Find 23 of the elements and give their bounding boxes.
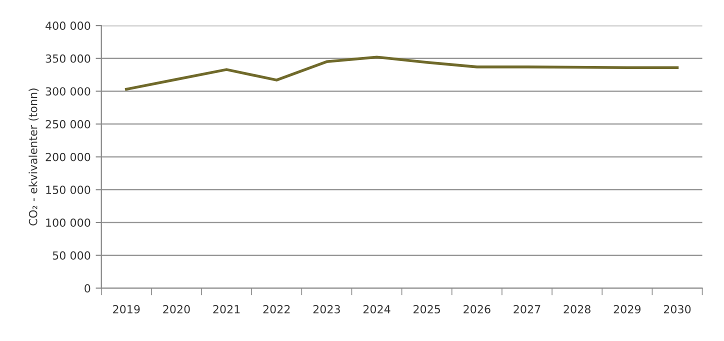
y-tick-label: 150 000 bbox=[46, 186, 90, 194]
x-tick-label: 2027 bbox=[514, 305, 540, 314]
x-tick-label: 2029 bbox=[614, 305, 641, 314]
x-tick-label: 2020 bbox=[163, 305, 190, 314]
y-tick-label: 250 000 bbox=[46, 120, 90, 128]
y-tick-label: 100 000 bbox=[46, 218, 90, 227]
x-tick-label: 2026 bbox=[464, 305, 490, 314]
y-tick-label: 200 000 bbox=[46, 152, 90, 162]
x-tick-label: 2030 bbox=[664, 305, 691, 314]
x-tick-label: 2024 bbox=[363, 305, 390, 314]
x-tick-label: 2021 bbox=[213, 305, 240, 314]
x-tick-label: 2025 bbox=[414, 305, 440, 314]
x-tick-label: 2023 bbox=[313, 305, 340, 314]
y-axis-title: CO₂ - ekvivalenter (tonn) bbox=[28, 88, 39, 226]
x-tick-label: 2019 bbox=[113, 305, 140, 314]
y-tick-label: 0 bbox=[84, 284, 90, 293]
line-series bbox=[125, 56, 679, 91]
x-tick-label: 2028 bbox=[564, 305, 590, 314]
x-tick-label: 2022 bbox=[263, 305, 290, 314]
y-tick-label: 400 000 bbox=[46, 22, 90, 30]
y-tick-label: 50 000 bbox=[52, 251, 90, 260]
y-tick-label: 300 000 bbox=[46, 87, 90, 96]
y-tick-label: 350 000 bbox=[46, 54, 90, 63]
